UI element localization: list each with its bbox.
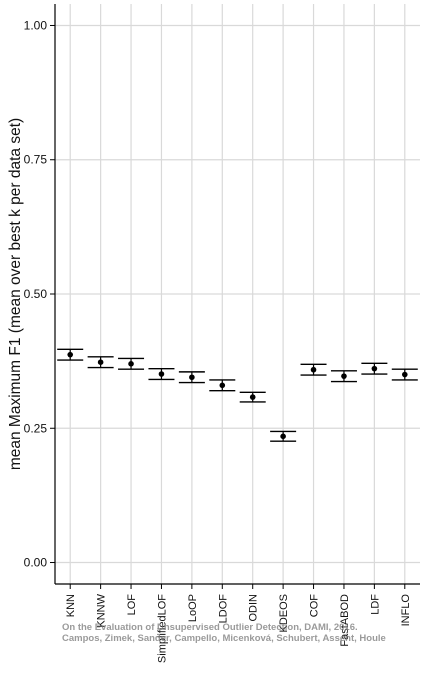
x-axis-ticks: KNN KNNW LOF SimplifiedLOF LoOP LDOF ODIN KDEOS… (65, 584, 412, 663)
x-tick-label-COF: COF (309, 594, 321, 618)
x-tick-label-INFLO: INFLO (400, 594, 412, 627)
point-INFLO (401, 371, 408, 378)
point-LDOF (219, 382, 226, 389)
x-tick-label-LOF: LOF (126, 594, 138, 616)
y-tick-label-1: 0.25 (24, 421, 48, 435)
y-axis-label: mean Maximum F1 (mean over best k per da… (7, 118, 24, 470)
data-marks (57, 348, 418, 442)
watermark-line-2: Campos, Zimek, Sander, Campello, Micenko… (62, 633, 386, 644)
y-tick-label-0: 0.00 (24, 556, 48, 570)
x-tick-label-KNN: KNN (65, 594, 77, 617)
point-SimplifiedLOF (158, 371, 165, 377)
point-LOF (128, 361, 134, 367)
x-tick-label-LDOF: LDOF (217, 594, 229, 624)
y-tick-label-3: 0.75 (24, 153, 48, 167)
point-KDEOS (280, 433, 286, 440)
grid (55, 4, 420, 584)
x-tick-label-KDEOS: KDEOS (278, 594, 290, 633)
x-tick-label-LoOP: LoOP (187, 594, 199, 622)
x-tick-label-LDF: LDF (369, 594, 381, 615)
point-LDF (371, 365, 378, 372)
x-tick-label-ODIN: ODIN (248, 594, 260, 622)
y-tick-label-4: 1.00 (24, 18, 48, 32)
point-LoOP (189, 374, 195, 381)
y-axis-ticks: 0.00 0.25 0.50 0.75 1.00 (24, 18, 55, 570)
point-FastABOD (341, 373, 347, 379)
watermark-line-1: On the Evaluation of Unsupervised Outlie… (62, 622, 358, 633)
point-COF (310, 366, 317, 373)
x-tick-label-KNNW: KNNW (96, 593, 108, 627)
x-tick-label-FastABOD: FastABOD (339, 594, 351, 647)
y-tick-label-2: 0.50 (24, 287, 48, 301)
x-tick-label-SimplifiedLOF: SimplifiedLOF (156, 594, 168, 663)
point-KNN (67, 351, 74, 358)
point-KNNW (97, 359, 104, 366)
point-ODIN (249, 394, 256, 400)
